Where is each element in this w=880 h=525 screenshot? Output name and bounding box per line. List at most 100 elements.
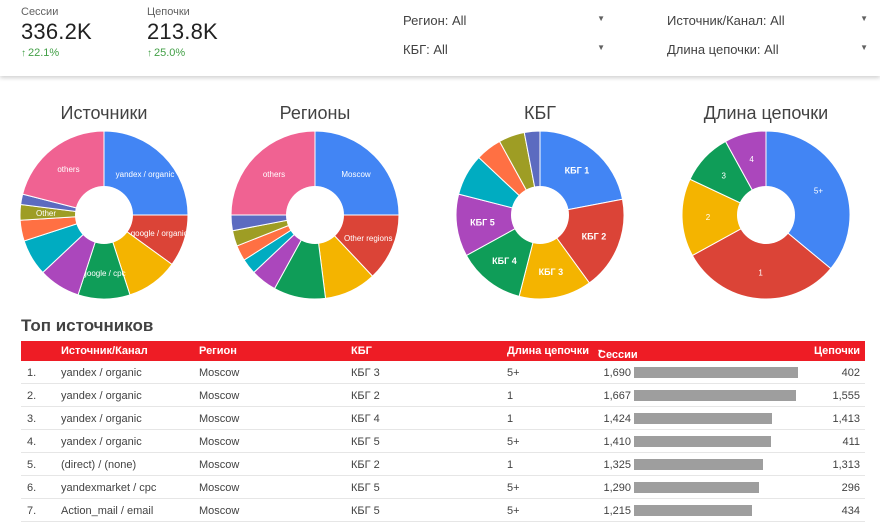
sessions-bar	[634, 482, 759, 493]
slice-label: others	[263, 170, 285, 179]
cell-region: Moscow	[199, 482, 240, 494]
row-number: 4.	[27, 436, 37, 448]
pie-slice[interactable]	[231, 131, 316, 216]
kbg-donut-chart: КБГ 1 КБГ 2 КБГ 3 КБГ 4 КБГ 5	[456, 131, 624, 299]
cell-source: Action_mail / email	[61, 505, 154, 517]
cell-region: Moscow	[199, 367, 240, 379]
cell-chain-length: 5+	[507, 367, 520, 379]
col-header-sessions-label: Сессии	[598, 349, 638, 361]
slice-label: 5+	[814, 186, 823, 195]
top-sources-table: Источник/Канал Регион КБГ Длина цепочки …	[21, 341, 865, 522]
table-row[interactable]: 4. yandex / organic Moscow КБГ 5 5+ 1,410 411	[21, 430, 865, 453]
table-row[interactable]: 7. Action_mail / email Moscow КБГ 5 5+ 1,215 4…	[21, 499, 865, 522]
cell-source: yandex / organic	[61, 390, 142, 402]
top-controls-bar: Сессии 336.2K ↑ 22.1% Цепочки 213.8K ↑ 25.…	[0, 0, 880, 76]
region-filter[interactable]: Регион: All ▼	[403, 10, 605, 30]
chart-title-kbg: КБГ	[523, 103, 557, 123]
caret-down-icon: ▼	[860, 43, 868, 52]
table-row[interactable]: 6. yandexmarket / cpc Moscow КБГ 5 5+ 1,290 29…	[21, 476, 865, 499]
pie-slice[interactable]	[22, 131, 105, 216]
slice-label: 3	[721, 171, 726, 180]
slice-label: Other	[36, 209, 56, 218]
chart-title-regions: Регионы	[279, 103, 351, 123]
col-header-kbg[interactable]: КБГ	[351, 345, 372, 357]
pie-slice[interactable]	[682, 178, 768, 257]
cell-sessions: 1,667	[603, 390, 631, 402]
source-filter[interactable]: Источник/Канал: All ▼	[667, 10, 868, 30]
row-number: 3.	[27, 413, 37, 425]
source-filter-label: Источник/Канал: All	[667, 12, 785, 28]
cell-sessions: 1,424	[603, 413, 631, 425]
pie-slice[interactable]	[103, 131, 188, 216]
cell-chains: 411	[842, 436, 860, 448]
sources-donut-chart: yandex / organic google / organic google /…	[20, 131, 188, 299]
scorecard-chains: Цепочки 213.8K ↑ 25.0%	[147, 6, 218, 59]
kbg-filter[interactable]: КБГ: All ▼	[403, 39, 605, 59]
chart-title-sources: Источники	[60, 103, 148, 123]
sessions-bar	[634, 436, 771, 447]
cell-region: Moscow	[199, 390, 240, 402]
slice-label: others	[57, 165, 79, 174]
scorecard-label: Цепочки	[147, 6, 190, 18]
caret-down-icon: ▼	[597, 43, 605, 52]
col-header-sessions[interactable]: Сессии ▾	[598, 345, 638, 361]
slice-label: КБГ 5	[470, 217, 495, 227]
pie-slice[interactable]	[539, 131, 624, 216]
cell-region: Moscow	[199, 505, 240, 517]
row-number: 7.	[27, 505, 37, 517]
cell-region: Moscow	[199, 413, 240, 425]
pie-slice[interactable]	[691, 214, 832, 299]
scorecard-delta: ↑ 25.0%	[147, 47, 218, 59]
table-header: Источник/Канал Регион КБГ Длина цепочки …	[21, 341, 865, 361]
cell-kbg: КБГ 5	[351, 482, 380, 494]
sessions-bar	[634, 413, 772, 424]
kbg-filter-label: КБГ: All	[403, 41, 448, 57]
scorecard-value: 336.2K	[21, 19, 92, 44]
cell-sessions: 1,215	[603, 505, 631, 517]
donut-hole	[511, 186, 569, 244]
cell-kbg: КБГ 5	[351, 505, 380, 517]
scorecard-value: 213.8K	[147, 19, 218, 44]
scorecard-label: Сессии	[21, 6, 59, 18]
cell-chains: 1,413	[832, 413, 860, 425]
col-header-chains[interactable]: Цепочки	[813, 345, 860, 357]
row-number: 1.	[27, 367, 37, 379]
cell-source: (direct) / (none)	[61, 459, 137, 471]
cell-sessions: 1,690	[603, 367, 631, 379]
table-row[interactable]: 3. yandex / organic Moscow КБГ 4 1 1,424 1,413	[21, 407, 865, 430]
cell-chains: 296	[841, 482, 860, 494]
cell-kbg: КБГ 5	[351, 436, 380, 448]
cell-kbg: КБГ 2	[351, 459, 380, 471]
chain-length-filter-label: Длина цепочки: All	[667, 41, 779, 57]
cell-chain-length: 1	[507, 413, 514, 425]
delta-value: 25.0%	[154, 47, 186, 59]
chart-title-chain-length: Длина цепочки	[703, 103, 829, 123]
slice-label: КБГ 1	[565, 165, 590, 175]
slice-label: google / cpc	[82, 269, 125, 278]
cell-source: yandex / organic	[61, 436, 142, 448]
slice-label: КБГ 3	[539, 267, 564, 277]
cell-chain-length: 1	[507, 390, 514, 402]
cell-sessions: 1,410	[603, 436, 631, 448]
pie-slice[interactable]	[314, 131, 399, 216]
caret-down-icon: ▼	[860, 14, 868, 23]
slice-label: google / organic	[131, 229, 188, 238]
scorecard-sessions: Сессии 336.2K ↑ 22.1%	[21, 6, 92, 59]
slice-label: 2	[706, 213, 711, 222]
col-header-region[interactable]: Регион	[199, 345, 237, 357]
table-row[interactable]: 5. (direct) / (none) Moscow КБГ 2 1 1,325 1,31…	[21, 453, 865, 476]
col-header-source[interactable]: Источник/Канал	[61, 345, 148, 357]
cell-source: yandex / organic	[61, 367, 142, 379]
slice-label: Other regions	[344, 234, 392, 243]
pie-slice[interactable]	[765, 131, 850, 270]
cell-kbg: КБГ 3	[351, 367, 380, 379]
col-header-chain-length[interactable]: Длина цепочки	[507, 345, 590, 357]
table-row[interactable]: 1. yandex / organic Moscow КБГ 3 5+ 1,690 402	[21, 361, 865, 384]
cell-region: Moscow	[199, 436, 240, 448]
report-content: Источники yandex / organic google / organ…	[0, 79, 880, 525]
table-row[interactable]: 2. yandex / organic Moscow КБГ 2 1 1,667 1,555	[21, 384, 865, 407]
chain-length-filter[interactable]: Длина цепочки: All ▼	[667, 39, 868, 59]
cell-kbg: КБГ 2	[351, 390, 380, 402]
slice-label: yandex / organic	[116, 170, 175, 179]
pie-slice[interactable]	[456, 193, 542, 257]
